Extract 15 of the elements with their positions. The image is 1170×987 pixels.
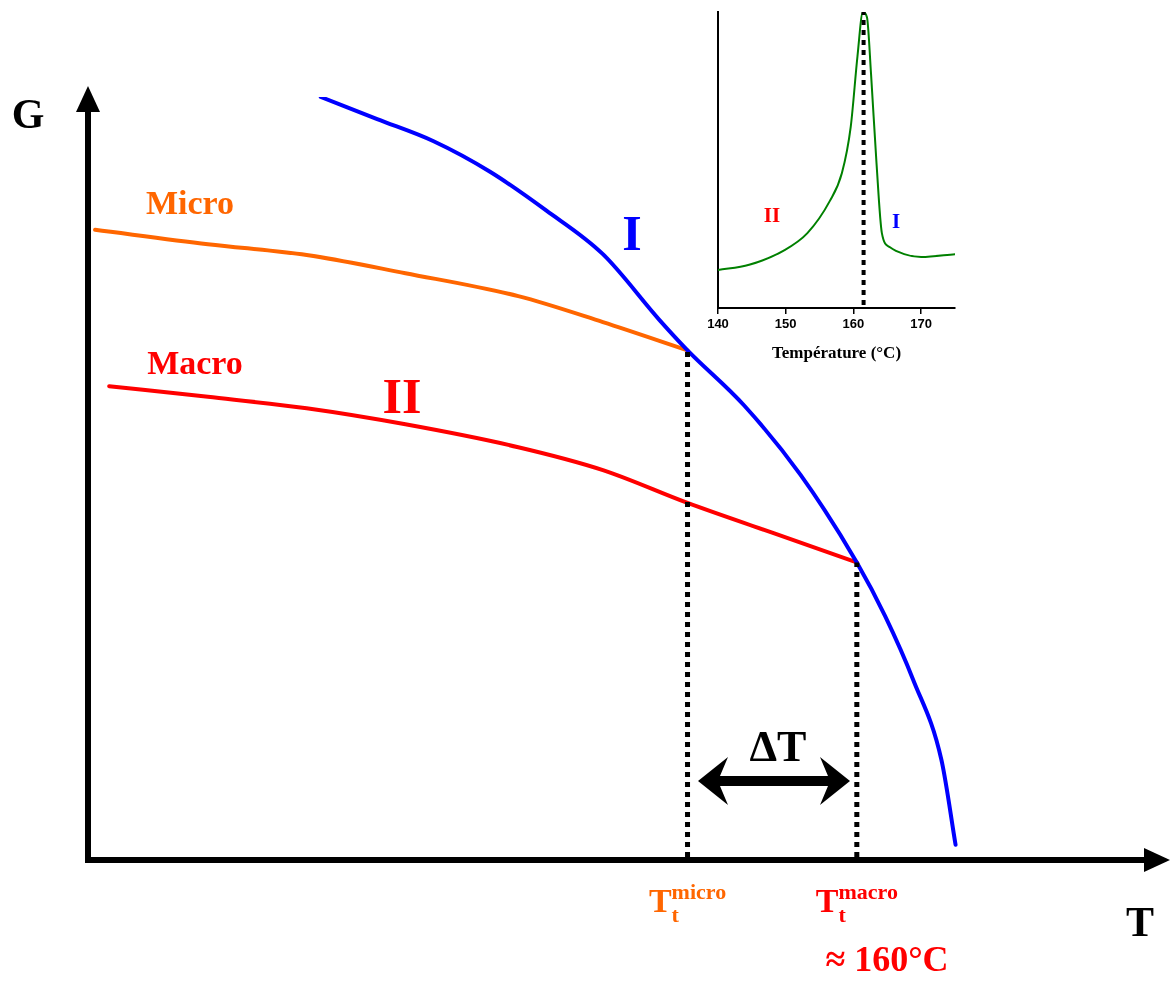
series-label: Macro xyxy=(147,343,243,381)
x-axis-title: T xyxy=(1125,898,1155,945)
text: ≈ 160°C xyxy=(825,939,949,980)
x-tick-label: 160 xyxy=(842,316,865,332)
annotation: I xyxy=(891,209,901,234)
x-tick-label: 150 xyxy=(774,316,797,332)
y-axis-title: G xyxy=(11,90,45,137)
annotation: II xyxy=(763,203,781,228)
x-tick-label: 140 xyxy=(707,316,729,332)
x-axis-title: Température (°C) xyxy=(771,343,902,363)
series-label: Micro xyxy=(145,183,235,221)
annotation: II xyxy=(382,367,422,424)
series-label: I xyxy=(622,204,642,261)
annotation: ΔT xyxy=(749,722,807,772)
x-tick-label: 170 xyxy=(910,316,932,332)
